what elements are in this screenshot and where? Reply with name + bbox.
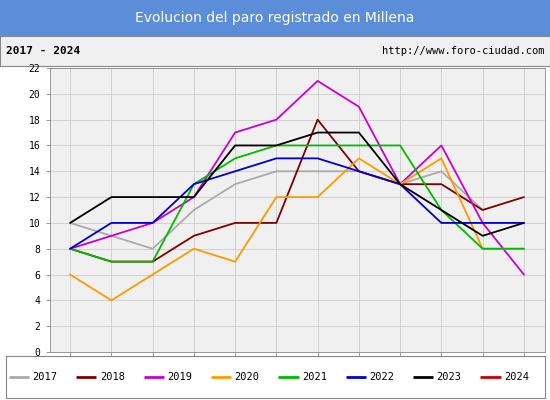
Text: 2022: 2022 — [370, 372, 394, 382]
Text: 2019: 2019 — [167, 372, 192, 382]
Text: Evolucion del paro registrado en Millena: Evolucion del paro registrado en Millena — [135, 11, 415, 25]
Text: 2017 - 2024: 2017 - 2024 — [6, 46, 80, 56]
Text: 2024: 2024 — [504, 372, 529, 382]
Text: 2023: 2023 — [437, 372, 461, 382]
Text: http://www.foro-ciudad.com: http://www.foro-ciudad.com — [382, 46, 544, 56]
Text: 2017: 2017 — [32, 372, 57, 382]
Text: 2021: 2021 — [302, 372, 327, 382]
Text: 2018: 2018 — [100, 372, 125, 382]
Text: 2020: 2020 — [234, 372, 260, 382]
